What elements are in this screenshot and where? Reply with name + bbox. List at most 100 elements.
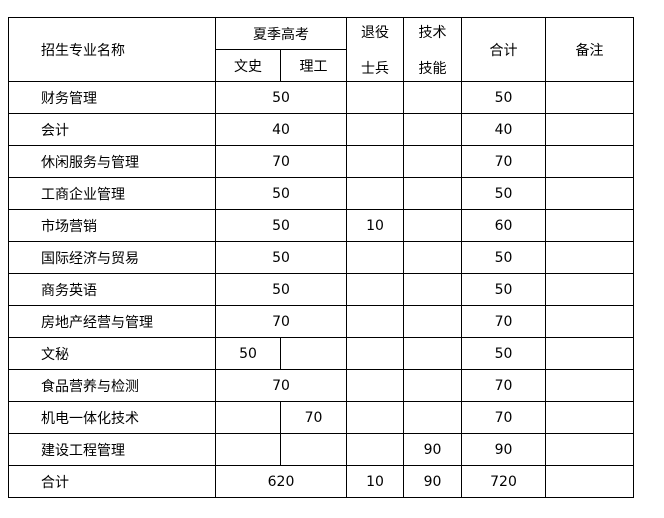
table-row: 合计 620 10 90 720: [8, 465, 634, 498]
cell-total: 50: [461, 241, 546, 274]
cell-summer-exam: 620: [215, 465, 347, 498]
cell-veteran: [346, 305, 404, 338]
cell-total: 50: [461, 81, 546, 114]
table-row: 工商企业管理 50 50: [8, 177, 634, 210]
table-row: 机电一体化技术 70 70: [8, 401, 634, 434]
cell-skill: [403, 337, 462, 370]
cell-skill: [403, 177, 462, 210]
table-row: 食品营养与检测 70 70: [8, 369, 634, 402]
cell-summer-exam: 70: [215, 369, 347, 402]
cell-remark: [545, 113, 634, 146]
cell-summer-exam: 50: [215, 273, 347, 306]
cell-summer-exam: 50: [215, 241, 347, 274]
cell-summer-exam: 50: [215, 209, 347, 242]
table-row: 市场营销 50 10 60: [8, 209, 634, 242]
cell-skill: 90: [403, 465, 462, 498]
table-row: 建设工程管理 90 90: [8, 433, 634, 466]
cell-remark: [545, 465, 634, 498]
cell-skill: [403, 209, 462, 242]
header-ligong: 理工: [280, 49, 347, 82]
cell-veteran: 10: [346, 465, 404, 498]
cell-ligong: 70: [280, 401, 347, 434]
cell-major-name: 会计: [8, 113, 216, 146]
cell-major-name: 合计: [8, 465, 216, 498]
header-skill: 技术 技能: [403, 17, 462, 82]
cell-major-name: 机电一体化技术: [8, 401, 216, 434]
cell-skill: [403, 401, 462, 434]
cell-major-name: 工商企业管理: [8, 177, 216, 210]
table-row: 休闲服务与管理 70 70: [8, 145, 634, 178]
cell-total: 70: [461, 401, 546, 434]
cell-total: 50: [461, 177, 546, 210]
cell-skill: [403, 241, 462, 274]
cell-veteran: [346, 433, 404, 466]
cell-total: 70: [461, 305, 546, 338]
cell-remark: [545, 177, 634, 210]
cell-remark: [545, 241, 634, 274]
cell-remark: [545, 369, 634, 402]
cell-remark: [545, 433, 634, 466]
cell-skill: [403, 273, 462, 306]
cell-skill: [403, 369, 462, 402]
cell-veteran: [346, 369, 404, 402]
cell-major-name: 建设工程管理: [8, 433, 216, 466]
table-row: 财务管理 50 50: [8, 81, 634, 114]
cell-veteran: [346, 401, 404, 434]
table-row: 房地产经营与管理 70 70: [8, 305, 634, 338]
header-summer-exam: 夏季高考: [215, 17, 347, 50]
cell-major-name: 市场营销: [8, 209, 216, 242]
cell-summer-exam: 40: [215, 113, 347, 146]
cell-major-name: 房地产经营与管理: [8, 305, 216, 338]
cell-total: 40: [461, 113, 546, 146]
cell-major-name: 国际经济与贸易: [8, 241, 216, 274]
cell-remark: [545, 145, 634, 178]
cell-veteran: [346, 113, 404, 146]
cell-skill: [403, 81, 462, 114]
cell-skill: [403, 305, 462, 338]
header-major-name: 招生专业名称: [8, 17, 216, 82]
cell-major-name: 休闲服务与管理: [8, 145, 216, 178]
header-total: 合计: [461, 17, 546, 82]
cell-summer-exam: 70: [215, 305, 347, 338]
cell-major-name: 食品营养与检测: [8, 369, 216, 402]
cell-major-name: 商务英语: [8, 273, 216, 306]
cell-total: 60: [461, 209, 546, 242]
table-row: 文秘 50 50: [8, 337, 634, 370]
cell-skill: [403, 113, 462, 146]
cell-veteran: 10: [346, 209, 404, 242]
cell-remark: [545, 81, 634, 114]
cell-total: 70: [461, 369, 546, 402]
cell-veteran: [346, 81, 404, 114]
enrollment-plan-table: 招生专业名称 夏季高考 退役 士兵 技术 技能 合计 备注 文史 理工 财务管理 50…: [8, 17, 634, 498]
cell-skill: 90: [403, 433, 462, 466]
cell-remark: [545, 305, 634, 338]
cell-summer-exam: 70: [215, 145, 347, 178]
cell-skill: [403, 145, 462, 178]
cell-major-name: 文秘: [8, 337, 216, 370]
cell-veteran: [346, 273, 404, 306]
cell-veteran: [346, 337, 404, 370]
cell-total: 50: [461, 273, 546, 306]
cell-major-name: 财务管理: [8, 81, 216, 114]
cell-remark: [545, 273, 634, 306]
cell-wenshi: [215, 401, 281, 434]
table-row: 会计 40 40: [8, 113, 634, 146]
cell-wenshi: 50: [215, 337, 281, 370]
cell-veteran: [346, 241, 404, 274]
table-row: 商务英语 50 50: [8, 273, 634, 306]
header-wenshi: 文史: [215, 49, 281, 82]
table-row: 国际经济与贸易 50 50: [8, 241, 634, 274]
cell-remark: [545, 401, 634, 434]
cell-ligong: [280, 337, 347, 370]
cell-veteran: [346, 177, 404, 210]
header-remark: 备注: [545, 17, 634, 82]
cell-remark: [545, 337, 634, 370]
cell-total: 50: [461, 337, 546, 370]
cell-remark: [545, 209, 634, 242]
cell-total: 720: [461, 465, 546, 498]
cell-total: 70: [461, 145, 546, 178]
header-veteran: 退役 士兵: [346, 17, 404, 82]
cell-wenshi: [215, 433, 281, 466]
cell-veteran: [346, 145, 404, 178]
cell-ligong: [280, 433, 347, 466]
